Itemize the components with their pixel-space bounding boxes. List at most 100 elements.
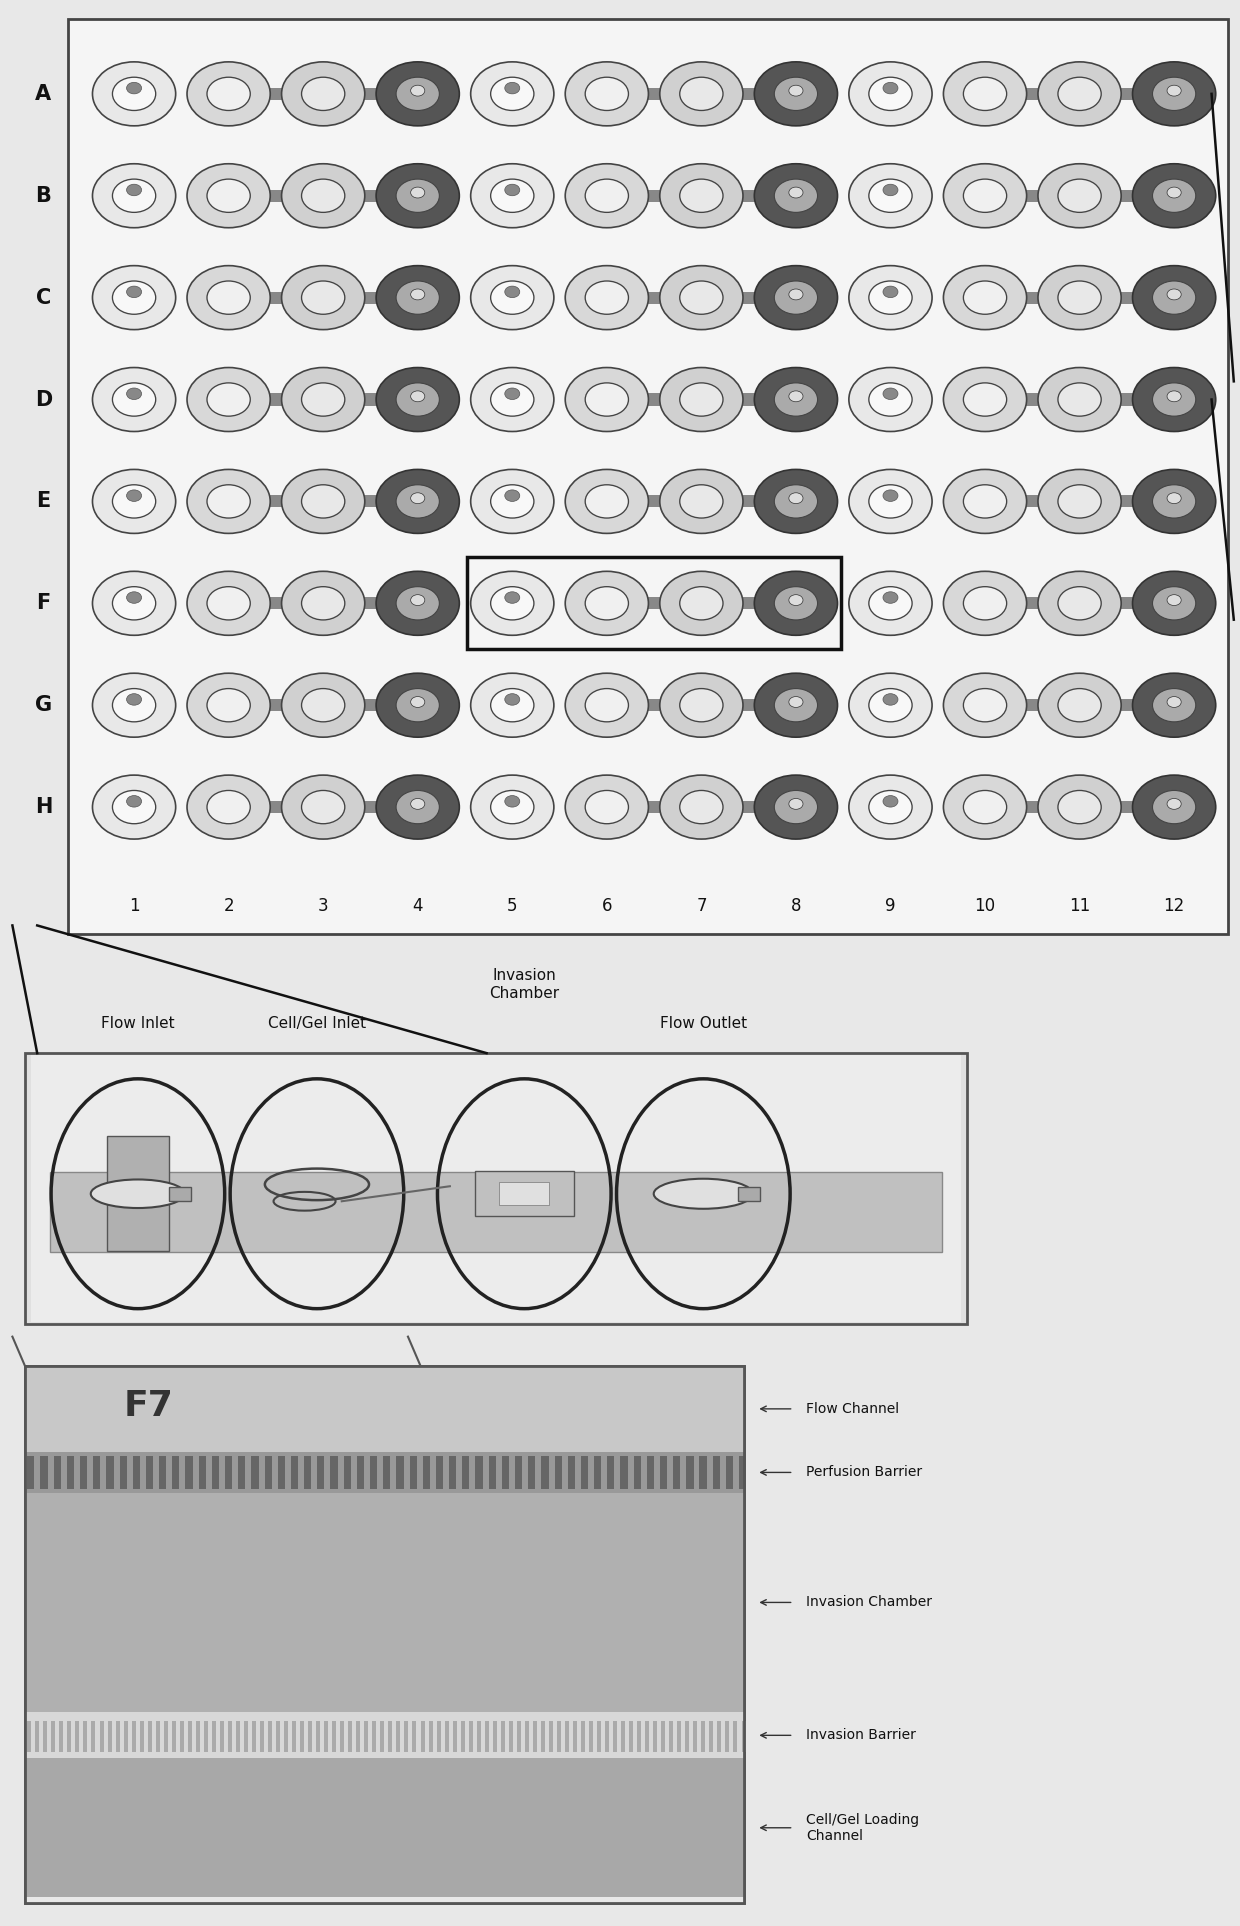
Circle shape xyxy=(754,774,837,840)
Text: Flow Outlet: Flow Outlet xyxy=(660,1015,746,1030)
Bar xyxy=(557,1722,560,1751)
Circle shape xyxy=(1132,164,1215,227)
Bar xyxy=(1115,801,1138,813)
Circle shape xyxy=(660,266,743,329)
Circle shape xyxy=(1132,368,1215,431)
Circle shape xyxy=(1038,62,1121,125)
Circle shape xyxy=(869,587,913,620)
Bar xyxy=(1115,393,1138,406)
Circle shape xyxy=(585,77,629,110)
Circle shape xyxy=(963,179,1007,212)
Bar xyxy=(517,1722,521,1751)
Circle shape xyxy=(505,185,520,196)
Circle shape xyxy=(1058,179,1101,212)
Bar xyxy=(642,699,666,711)
Circle shape xyxy=(660,164,743,227)
Circle shape xyxy=(944,62,1027,125)
Bar xyxy=(60,1722,63,1751)
Circle shape xyxy=(1152,690,1195,722)
Circle shape xyxy=(789,289,804,300)
Circle shape xyxy=(126,693,141,705)
Bar xyxy=(309,1722,312,1751)
Circle shape xyxy=(849,266,932,329)
Circle shape xyxy=(93,62,176,125)
Circle shape xyxy=(281,572,365,636)
Circle shape xyxy=(126,287,141,299)
Text: A: A xyxy=(35,85,52,104)
Circle shape xyxy=(410,187,425,198)
Circle shape xyxy=(207,790,250,824)
Circle shape xyxy=(187,62,270,125)
Bar xyxy=(1021,89,1044,100)
Bar xyxy=(284,1722,288,1751)
Bar xyxy=(515,1456,522,1489)
Bar xyxy=(25,1366,744,1452)
Circle shape xyxy=(410,391,425,403)
Circle shape xyxy=(849,470,932,534)
Circle shape xyxy=(396,587,439,620)
Circle shape xyxy=(207,690,250,722)
Circle shape xyxy=(1167,697,1182,707)
Bar xyxy=(542,1456,548,1489)
Bar xyxy=(445,1722,449,1751)
Circle shape xyxy=(396,790,439,824)
Bar xyxy=(737,393,760,406)
Circle shape xyxy=(1132,774,1215,840)
Bar xyxy=(713,1456,720,1489)
Circle shape xyxy=(505,287,520,299)
Bar xyxy=(25,1366,744,1903)
Circle shape xyxy=(1167,595,1182,605)
Circle shape xyxy=(126,489,141,501)
Bar xyxy=(629,1722,634,1751)
Circle shape xyxy=(883,795,898,807)
Bar xyxy=(316,1722,320,1751)
Bar xyxy=(397,1722,401,1751)
Circle shape xyxy=(774,587,817,620)
Circle shape xyxy=(471,62,554,125)
Circle shape xyxy=(883,83,898,94)
Bar xyxy=(212,1722,216,1751)
Circle shape xyxy=(505,591,520,603)
Circle shape xyxy=(585,790,629,824)
Circle shape xyxy=(1058,281,1101,314)
Circle shape xyxy=(660,368,743,431)
Circle shape xyxy=(1132,674,1215,738)
Bar xyxy=(198,1456,206,1489)
Circle shape xyxy=(565,470,649,534)
Bar xyxy=(1115,597,1138,609)
Text: Cell/Gel Loading
Channel: Cell/Gel Loading Channel xyxy=(806,1812,919,1843)
Bar xyxy=(568,1456,575,1489)
Bar xyxy=(1021,801,1044,813)
Circle shape xyxy=(585,690,629,722)
Bar xyxy=(25,1366,744,1903)
Bar xyxy=(252,1722,255,1751)
Circle shape xyxy=(301,383,345,416)
Bar xyxy=(598,1722,601,1751)
Circle shape xyxy=(187,266,270,329)
Bar xyxy=(107,1456,114,1489)
Bar xyxy=(358,89,382,100)
Circle shape xyxy=(396,281,439,314)
Circle shape xyxy=(207,587,250,620)
Circle shape xyxy=(944,572,1027,636)
Circle shape xyxy=(491,485,534,518)
Bar xyxy=(621,1722,625,1751)
Circle shape xyxy=(1167,289,1182,300)
Bar xyxy=(699,1456,707,1489)
Bar xyxy=(661,1722,666,1751)
Circle shape xyxy=(187,470,270,534)
Text: 10: 10 xyxy=(975,898,996,915)
Bar xyxy=(549,1722,553,1751)
Bar xyxy=(203,1722,208,1751)
Circle shape xyxy=(680,179,723,212)
Bar xyxy=(500,1183,549,1206)
Circle shape xyxy=(883,387,898,399)
Circle shape xyxy=(849,674,932,738)
Circle shape xyxy=(1167,799,1182,809)
Circle shape xyxy=(565,266,649,329)
Bar xyxy=(25,1712,744,1758)
Circle shape xyxy=(1058,587,1101,620)
Circle shape xyxy=(789,187,804,198)
Bar xyxy=(467,557,841,649)
Circle shape xyxy=(754,62,837,125)
